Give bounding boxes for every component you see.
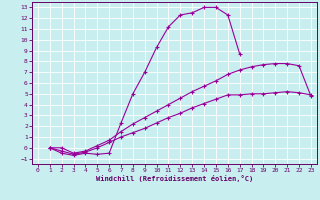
X-axis label: Windchill (Refroidissement éolien,°C): Windchill (Refroidissement éolien,°C) xyxy=(96,175,253,182)
